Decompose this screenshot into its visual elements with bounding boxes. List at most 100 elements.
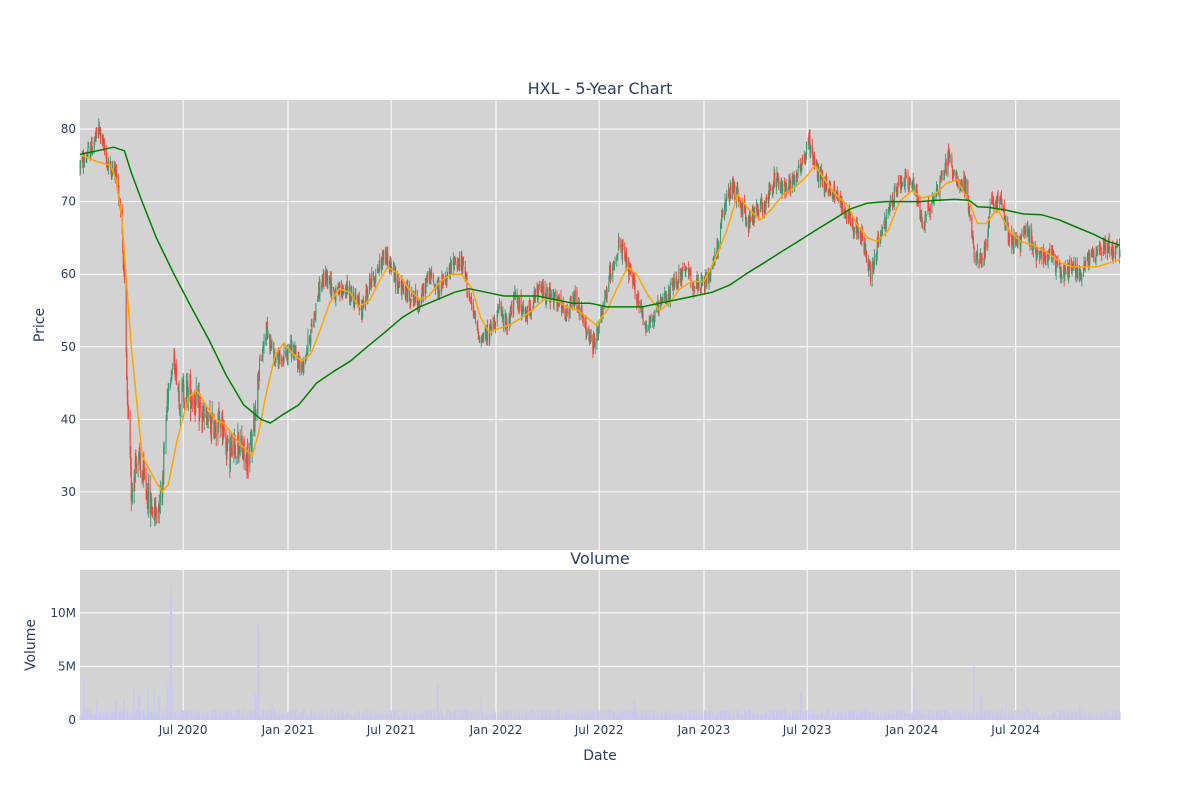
volume-bar	[1069, 715, 1071, 720]
candle-body-down	[401, 281, 404, 291]
candle-body-down	[485, 331, 487, 338]
volume-bar	[776, 712, 778, 720]
volume-bar	[979, 715, 981, 720]
candle-body-down	[821, 175, 824, 181]
candle-body-down	[722, 212, 724, 217]
candle-body-up	[686, 268, 688, 269]
candle-body-up	[242, 456, 244, 459]
volume-bar-series	[79, 585, 1121, 720]
volume-bar	[673, 715, 675, 720]
candle-body-down	[1072, 264, 1074, 266]
candle-body-up	[645, 327, 647, 332]
volume-bar	[636, 710, 638, 720]
volume-bar	[806, 710, 808, 720]
candle-body-up	[729, 194, 731, 200]
candle-body-up	[107, 165, 110, 170]
volume-bar	[1019, 713, 1021, 720]
candle-body-up	[278, 351, 280, 368]
candle-body-up	[779, 188, 781, 190]
volume-bar	[828, 709, 830, 720]
volume-bar	[211, 709, 213, 720]
volume-bar	[644, 710, 646, 720]
volume-bar	[799, 692, 801, 720]
candle-body-up	[318, 283, 320, 299]
candle-body-up	[309, 341, 311, 347]
candle-body-up	[310, 329, 312, 343]
candle-body-down	[214, 429, 216, 431]
volume-bar	[146, 713, 148, 720]
volume-bar	[1024, 716, 1026, 720]
volume-bar	[371, 713, 373, 720]
candle-body-down	[700, 289, 702, 293]
candle-body-up	[246, 449, 249, 471]
candle-body-up	[598, 331, 600, 337]
volume-bar	[498, 712, 500, 720]
volume-bar	[732, 714, 734, 720]
volume-bar	[999, 711, 1001, 720]
candle-body-down	[146, 495, 148, 504]
candle-body-up	[1039, 254, 1041, 259]
date-tick-label: Jul 2020	[158, 723, 208, 737]
candle-body-down	[776, 172, 779, 181]
volume-bar	[227, 709, 229, 720]
volume-bar	[381, 716, 383, 720]
volume-bar	[660, 713, 662, 720]
volume-bar	[218, 710, 220, 720]
candle-body-down	[1049, 248, 1051, 253]
candle-body-down	[921, 220, 923, 229]
candle-body-up	[964, 178, 966, 191]
volume-bar	[959, 709, 961, 720]
volume-bar	[322, 715, 324, 720]
volume-bar	[135, 709, 137, 720]
volume-bar	[702, 712, 704, 720]
candle-body-down	[385, 248, 387, 258]
volume-bar	[94, 714, 96, 720]
candle-body-up	[580, 307, 582, 315]
candle-body-down	[861, 232, 863, 241]
candle-body-up	[153, 517, 155, 520]
candle-body-up	[1071, 264, 1073, 274]
volume-bar	[1104, 713, 1106, 720]
volume-bar	[466, 715, 468, 720]
candle-body-down	[768, 186, 771, 193]
volume-bar	[317, 716, 319, 720]
candle-body-up	[1102, 238, 1105, 255]
candle-body-down	[636, 298, 638, 303]
volume-bar	[832, 713, 834, 720]
candle-body-up	[674, 278, 676, 285]
volume-bar	[470, 712, 473, 720]
volume-bar	[311, 712, 313, 720]
volume-bar	[753, 713, 755, 720]
candle-body-down	[971, 217, 973, 237]
volume-bar	[1047, 715, 1049, 720]
volume-bar	[369, 713, 371, 720]
volume-bar	[594, 712, 596, 720]
candle-body-up	[407, 285, 409, 302]
date-tick-label: Jan 2023	[677, 723, 731, 737]
candle-body-down	[913, 177, 915, 188]
candle-body-down	[345, 287, 347, 298]
candle-body-down	[201, 410, 203, 422]
candle-body-down	[225, 444, 228, 454]
volume-bar	[897, 711, 899, 720]
volume-bar	[893, 713, 895, 720]
candle-body-down	[98, 126, 100, 128]
candle-body-up	[207, 422, 209, 425]
candle-body-down	[761, 197, 763, 205]
volume-bar	[194, 710, 196, 720]
volume-bar	[697, 715, 699, 720]
volume-bar	[883, 709, 885, 720]
candle-body-up	[1064, 267, 1066, 281]
volume-bar	[969, 716, 971, 720]
candle-body-down	[1104, 244, 1106, 249]
candle-body-down	[420, 300, 422, 302]
volume-bar	[247, 716, 249, 720]
volume-bar	[693, 715, 695, 720]
candle-body-down	[127, 399, 129, 408]
volume-bar	[323, 716, 325, 720]
volume-bar	[229, 712, 231, 720]
volume-bar	[995, 713, 997, 720]
candle-body-down	[520, 295, 522, 309]
volume-bar	[613, 711, 615, 720]
volume-bar	[761, 714, 763, 720]
